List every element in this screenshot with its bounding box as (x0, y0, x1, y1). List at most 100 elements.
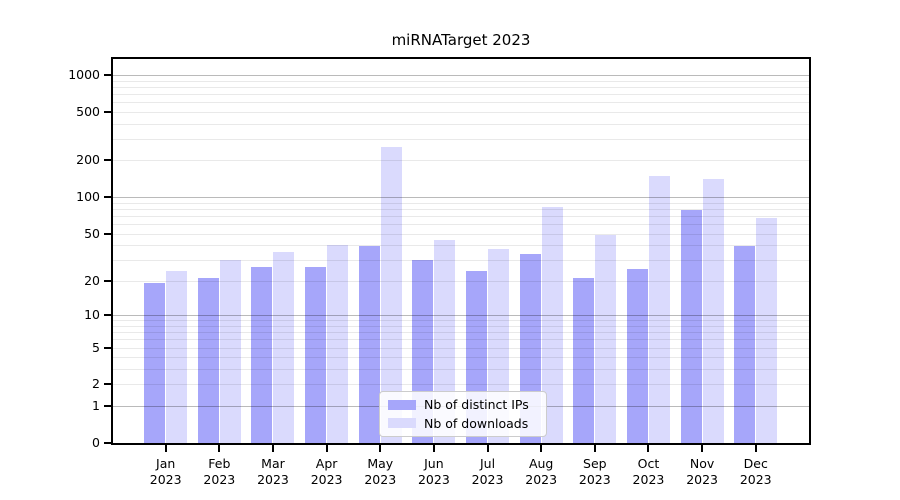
y-tick-label: 5 (92, 339, 100, 355)
x-tick-mark (164, 445, 167, 452)
bar-downloads-aug (541, 206, 563, 443)
x-tick-month: Jul (479, 456, 496, 471)
x-tick-mark (593, 445, 596, 452)
gridline-minor (113, 332, 809, 334)
gridline-minor (113, 86, 809, 88)
x-tick-label: Jun 2023 (404, 456, 464, 488)
x-tick-year: 2023 (525, 472, 558, 487)
legend-label-downloads: Nb of downloads (424, 415, 529, 431)
x-tick-month: May (367, 456, 394, 471)
y-tick-label: 10 (84, 307, 100, 323)
bar-distinct-ips-dec (734, 246, 756, 443)
legend: Nb of distinct IPs Nb of downloads (379, 391, 547, 437)
gridline-minor (113, 339, 809, 341)
x-tick-label: Sep 2023 (565, 456, 625, 488)
x-tick-month: Feb (208, 456, 231, 471)
gridline-major (113, 74, 809, 76)
bar-downloads-apr (327, 245, 349, 443)
x-tick-year: 2023 (149, 472, 182, 487)
y-tick-mark (104, 442, 111, 444)
bar-downloads-oct (648, 175, 670, 443)
gridline-minor (113, 233, 809, 235)
x-tick-mark (486, 445, 489, 452)
x-tick-month: Aug (528, 456, 554, 471)
gridline-minor (113, 208, 809, 210)
y-tick-label: 1000 (68, 66, 100, 82)
y-tick-label: 20 (84, 272, 100, 288)
y-tick-mark (104, 314, 111, 317)
bar-downloads-may (380, 146, 402, 443)
y-tick-label: 200 (76, 152, 100, 168)
x-tick-year: 2023 (310, 472, 343, 487)
y-tick-label: 100 (76, 189, 100, 205)
x-tick-month: Jan (156, 456, 176, 471)
y-tick-mark (104, 159, 111, 162)
gridline-minor (113, 384, 809, 386)
y-tick-label: 1 (92, 398, 100, 414)
x-tick-year: 2023 (417, 472, 450, 487)
bar-distinct-ips-sep (573, 278, 595, 443)
y-tick-mark (104, 232, 111, 235)
y-tick-label: 500 (76, 103, 100, 119)
x-tick-month: Jun (424, 456, 444, 471)
chart-title: miRNATarget 2023 (391, 31, 531, 49)
gridline-minor (113, 160, 809, 162)
bar-distinct-ips-oct (626, 269, 648, 443)
x-tick-mark (540, 445, 543, 452)
x-tick-mark (325, 445, 328, 452)
x-tick-month: Oct (637, 456, 660, 471)
y-tick-mark (104, 279, 111, 282)
gridline-minor (113, 93, 809, 95)
x-tick-label: Dec 2023 (726, 456, 786, 488)
x-tick-label: May 2023 (350, 456, 410, 488)
x-tick-mark (647, 445, 650, 452)
x-tick-mark (218, 445, 221, 452)
gridline-minor (113, 215, 809, 217)
x-tick-label: Jul 2023 (458, 456, 518, 488)
x-tick-month: Apr (315, 456, 338, 471)
x-tick-year: 2023 (739, 472, 772, 487)
x-tick-year: 2023 (364, 472, 397, 487)
x-tick-label: Jan 2023 (136, 456, 196, 488)
x-tick-label: Oct 2023 (618, 456, 678, 488)
y-tick-mark (104, 405, 111, 408)
gridline-minor (113, 357, 809, 359)
bar-downloads-nov (702, 179, 724, 443)
x-tick-year: 2023 (471, 472, 504, 487)
gridline-minor (113, 280, 809, 282)
bar-distinct-ips-mar (251, 267, 273, 443)
x-tick-month: Nov (689, 456, 715, 471)
y-tick-label: 50 (84, 225, 100, 241)
gridline-minor (113, 123, 809, 125)
x-tick-label: Aug 2023 (511, 456, 571, 488)
gridline-minor (113, 320, 809, 322)
plot-frame (111, 57, 811, 445)
bar-downloads-feb (219, 260, 241, 443)
gridline-major (113, 197, 809, 199)
gridline-minor (113, 223, 809, 225)
gridline-major (113, 315, 809, 317)
x-tick-year: 2023 (203, 472, 236, 487)
x-tick-month: Mar (261, 456, 285, 471)
y-tick-label: 0 (92, 435, 100, 450)
bar-downloads-jan (166, 271, 188, 443)
y-tick-label: 2 (92, 376, 100, 392)
x-tick-year: 2023 (257, 472, 289, 487)
bar-distinct-ips-feb (197, 278, 219, 443)
x-tick-mark (271, 445, 274, 452)
bar-distinct-ips-may (358, 246, 380, 443)
x-tick-label: Feb 2023 (189, 456, 249, 488)
x-tick-label: Mar 2023 (243, 456, 303, 488)
x-tick-label: Apr 2023 (297, 456, 357, 488)
x-tick-month: Sep (583, 456, 607, 471)
x-tick-label: Nov 2023 (672, 456, 732, 488)
gridline-minor (113, 111, 809, 113)
y-tick-mark (104, 346, 111, 349)
legend-item-downloads: Nb of downloads (388, 416, 538, 431)
x-tick-mark (754, 445, 757, 452)
x-tick-year: 2023 (578, 472, 611, 487)
y-tick-mark (104, 73, 111, 76)
gridline-minor (113, 245, 809, 247)
